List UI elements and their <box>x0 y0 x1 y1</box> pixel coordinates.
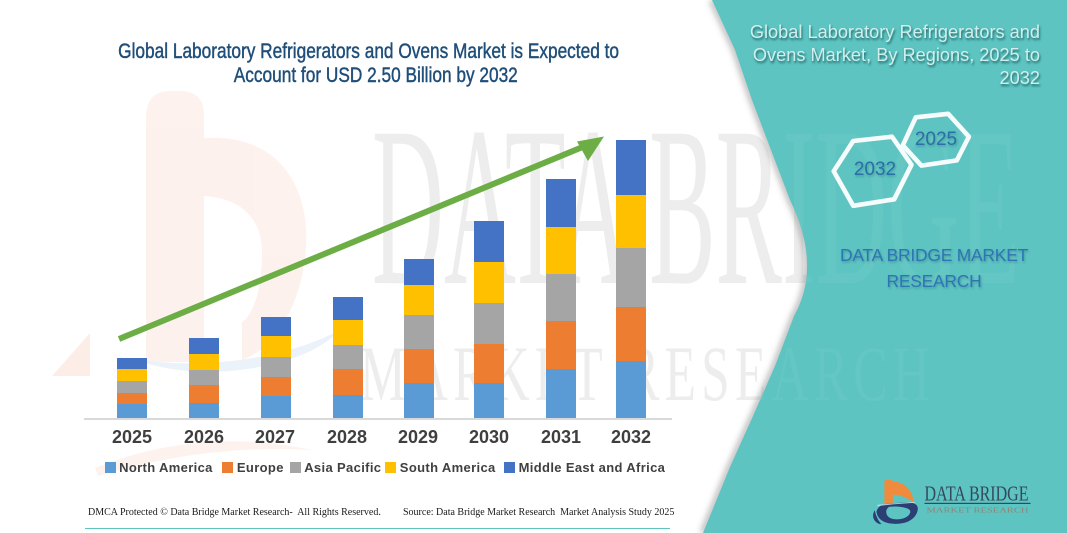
svg-text:MARKET RESEARCH: MARKET RESEARCH <box>927 505 1030 514</box>
svg-text:DATA BRIDGE: DATA BRIDGE <box>925 482 1029 506</box>
svg-text:MARKET RESEARCH: MARKET RESEARCH <box>360 330 935 417</box>
